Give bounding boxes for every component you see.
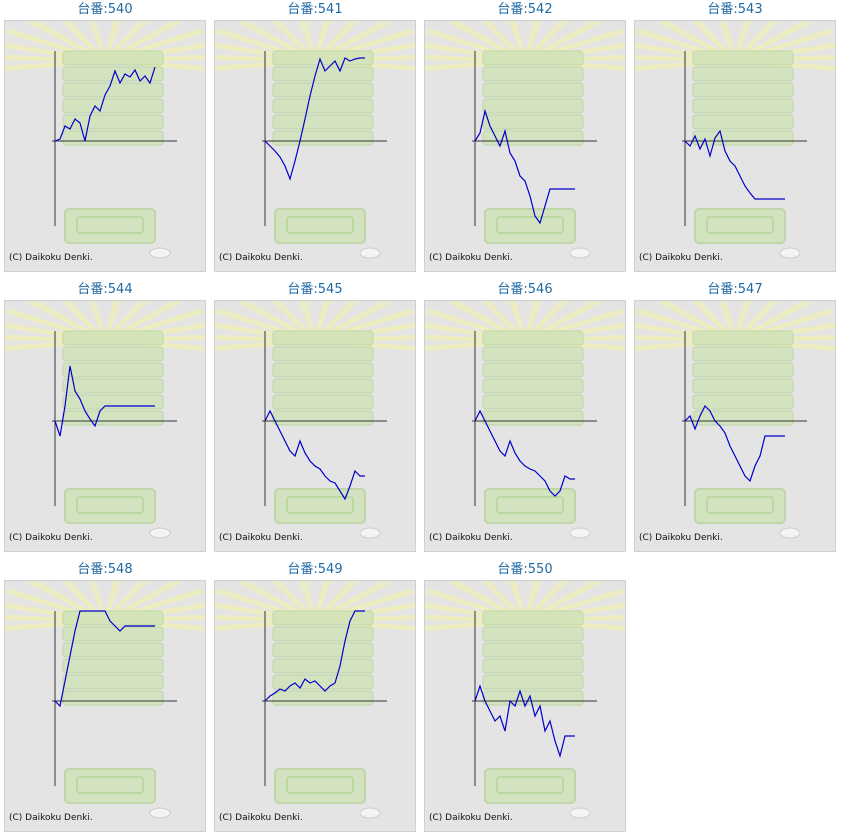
chart-title-link[interactable]: 台番:542 — [497, 2, 553, 17]
chart-panel: (C) Daikoku Denki. — [424, 580, 626, 832]
copyright-text: (C) Daikoku Denki. — [9, 533, 93, 543]
chart-card: 台番:543 (C) Daikoku Denki. — [630, 0, 840, 280]
background-illustration — [62, 330, 171, 539]
chart-title-link[interactable]: 台番:540 — [77, 2, 133, 17]
chart-title-link[interactable]: 台番:545 — [287, 282, 343, 297]
series-line — [264, 610, 365, 702]
line-chart — [5, 21, 205, 259]
chart-panel: (C) Daikoku Denki. — [424, 300, 626, 552]
chart-card: 台番:547 (C) Daikoku Denki. — [630, 280, 840, 560]
background-illustration — [482, 50, 591, 259]
copyright-text: (C) Daikoku Denki. — [219, 253, 303, 263]
chart-card: 台番:544 (C) Daikoku Denki. — [0, 280, 210, 560]
background-illustration — [692, 50, 801, 259]
series-line — [54, 66, 156, 142]
chart-card: 台番:541 (C) Daikoku Denki. — [210, 0, 420, 280]
chart-panel: (C) Daikoku Denki. — [634, 20, 836, 272]
line-chart — [635, 301, 835, 539]
copyright-text: (C) Daikoku Denki. — [9, 813, 93, 823]
series-line — [684, 129, 785, 200]
line-chart — [215, 21, 415, 259]
copyright-text: (C) Daikoku Denki. — [219, 533, 303, 543]
chart-card: 台番:540 (C) Daikoku Denki. — [0, 0, 210, 280]
chart-title-link[interactable]: 台番:549 — [287, 562, 343, 577]
chart-card: 台番:549 (C) Daikoku Denki. — [210, 560, 420, 840]
line-chart — [425, 301, 625, 539]
series-line — [264, 57, 365, 181]
chart-card: 台番:550 (C) Daikoku Denki. — [420, 560, 630, 840]
series-line — [474, 108, 575, 225]
series-line — [264, 409, 365, 501]
series-line — [54, 610, 155, 708]
series-line — [474, 684, 575, 759]
line-chart — [425, 21, 625, 259]
chart-title-link[interactable]: 台番:543 — [707, 2, 763, 17]
chart-title-link[interactable]: 台番:547 — [707, 282, 763, 297]
chart-panel: (C) Daikoku Denki. — [4, 20, 206, 272]
line-chart — [5, 581, 205, 819]
copyright-text: (C) Daikoku Denki. — [639, 533, 723, 543]
copyright-text: (C) Daikoku Denki. — [639, 253, 723, 263]
line-chart — [215, 301, 415, 539]
background-illustration — [272, 330, 381, 539]
chart-card: 台番:548 (C) Daikoku Denki. — [0, 560, 210, 840]
background-illustration — [482, 610, 591, 819]
line-chart — [215, 581, 415, 819]
copyright-text: (C) Daikoku Denki. — [429, 253, 513, 263]
background-illustration — [62, 610, 171, 819]
chart-title-link[interactable]: 台番:541 — [287, 2, 343, 17]
line-chart — [5, 301, 205, 539]
background-illustration — [482, 330, 591, 539]
chart-card: 台番:546 (C) Daikoku Denki. — [420, 280, 630, 560]
copyright-text: (C) Daikoku Denki. — [429, 533, 513, 543]
chart-card: 台番:542 (C) Daikoku Denki. — [420, 0, 630, 280]
chart-panel: (C) Daikoku Denki. — [4, 300, 206, 552]
chart-title-link[interactable]: 台番:550 — [497, 562, 553, 577]
line-chart — [635, 21, 835, 259]
series-line — [54, 365, 155, 437]
background-illustration — [62, 50, 171, 259]
copyright-text: (C) Daikoku Denki. — [9, 253, 93, 263]
copyright-text: (C) Daikoku Denki. — [429, 813, 513, 823]
chart-panel: (C) Daikoku Denki. — [214, 300, 416, 552]
background-illustration — [272, 610, 381, 819]
chart-panel: (C) Daikoku Denki. — [214, 580, 416, 832]
chart-title-link[interactable]: 台番:546 — [497, 282, 553, 297]
copyright-text: (C) Daikoku Denki. — [219, 813, 303, 823]
chart-panel: (C) Daikoku Denki. — [4, 580, 206, 832]
background-illustration — [272, 50, 381, 259]
background-illustration — [692, 330, 801, 539]
chart-title-link[interactable]: 台番:544 — [77, 282, 133, 297]
chart-panel: (C) Daikoku Denki. — [214, 20, 416, 272]
chart-panel: (C) Daikoku Denki. — [424, 20, 626, 272]
chart-title-link[interactable]: 台番:548 — [77, 562, 133, 577]
line-chart — [425, 581, 625, 819]
chart-panel: (C) Daikoku Denki. — [634, 300, 836, 552]
series-line — [474, 409, 575, 497]
chart-card: 台番:545 (C) Daikoku Denki. — [210, 280, 420, 560]
series-line — [684, 404, 785, 483]
